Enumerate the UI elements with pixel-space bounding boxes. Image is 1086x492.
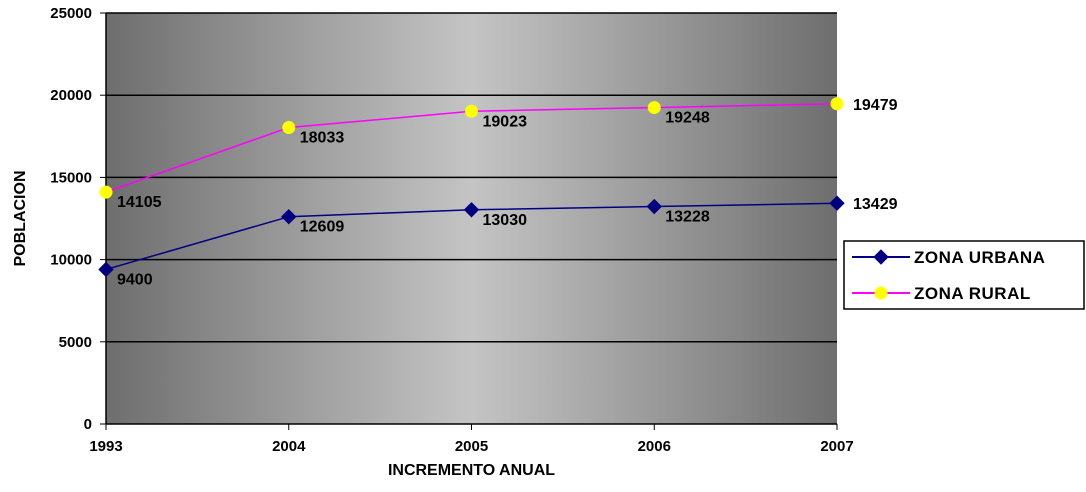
data-point-zona-rural <box>465 104 478 118</box>
data-point-zona-rural <box>282 121 296 135</box>
x-axis-title: INCREMENTO ANUAL <box>388 462 555 479</box>
data-point-zona-urbana <box>463 202 480 218</box>
x-tick-label: 1993 <box>89 438 122 455</box>
x-tick-label: 2005 <box>455 438 488 455</box>
legend-label-zona-urbana: ZONA URBANA <box>914 248 1045 267</box>
x-tick-label: 2004 <box>272 438 306 455</box>
data-label-zona-urbana: 13030 <box>483 212 528 229</box>
y-axis-title: POBLACION <box>12 171 29 267</box>
y-tick-label: 0 <box>84 416 92 433</box>
x-axis-ticks: 1993 2004 2005 2006 2007 <box>89 424 854 455</box>
data-point-zona-urbana <box>646 198 662 215</box>
data-label-zona-urbana: 9400 <box>117 271 153 288</box>
data-label-zona-rural: 18033 <box>300 130 345 147</box>
legend-marker-zona-urbana <box>873 249 889 265</box>
y-tick-label: 20000 <box>50 87 92 104</box>
data-point-zona-rural <box>647 101 661 115</box>
data-label-zona-urbana: 12609 <box>300 219 345 236</box>
data-point-zona-urbana <box>829 195 845 211</box>
y-tick-label: 25000 <box>50 5 92 22</box>
y-axis-ticks: 0 5000 10000 15000 20000 25000 <box>50 5 106 433</box>
legend-label-zona-rural: ZONA RURAL <box>914 284 1031 303</box>
data-label-zona-rural: 14105 <box>117 194 162 211</box>
x-tick-label: 2006 <box>638 438 671 455</box>
y-tick-label: 5000 <box>59 334 92 351</box>
y-tick-label: 15000 <box>50 169 92 186</box>
data-label-zona-urbana: 13228 <box>665 209 710 226</box>
data-label-zona-rural: 19023 <box>483 113 528 130</box>
legend: ZONA URBANA ZONA RURAL <box>843 240 1085 310</box>
y-tick-label: 10000 <box>50 252 92 269</box>
data-label-zona-rural: 19479 <box>853 97 898 114</box>
data-label-zona-urbana: 13429 <box>853 196 898 213</box>
plot-area <box>106 13 837 424</box>
data-point-zona-rural <box>830 97 844 111</box>
legend-marker-zona-rural <box>874 286 888 300</box>
x-tick-label: 2007 <box>820 438 853 455</box>
data-point-zona-rural <box>99 185 113 199</box>
gridlines <box>106 12 837 343</box>
data-point-zona-urbana <box>281 209 297 225</box>
series-group <box>98 97 845 278</box>
data-label-zona-rural: 19248 <box>665 110 710 127</box>
data-point-zona-urbana <box>98 261 114 278</box>
data-labels: 9400 12609 13030 13228 13429 14105 18033 19023 1… <box>117 97 898 289</box>
